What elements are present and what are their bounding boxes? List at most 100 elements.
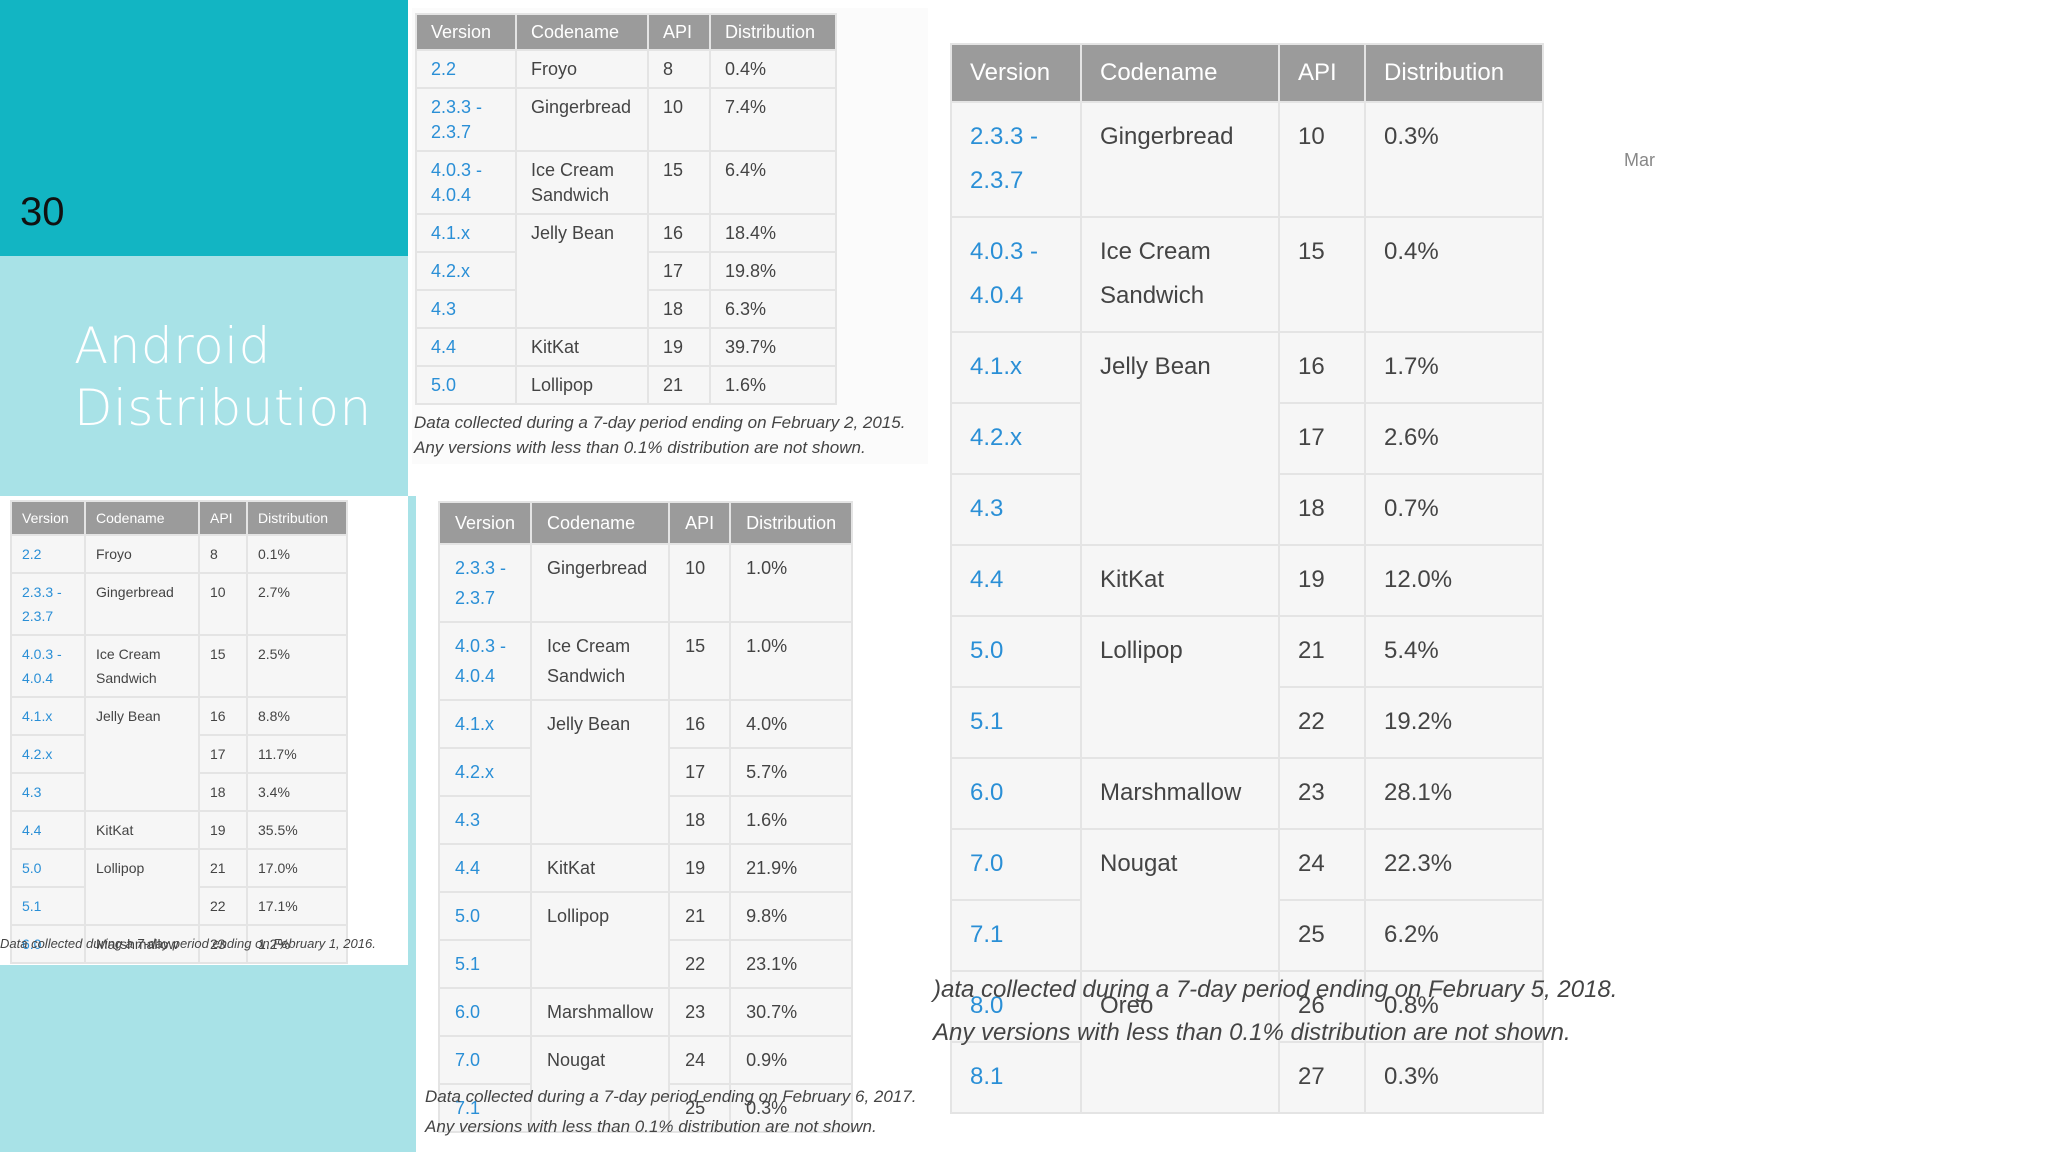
version-link[interactable]: 2.3.3 - 2.3.7 [415,87,517,152]
distribution: 5.4% [1364,615,1544,688]
api-level: 23 [1278,757,1366,830]
codename: Ice Cream Sandwich [1080,216,1280,333]
table-header-row: Version Codename API Distribution [950,43,1544,103]
caption-line: Any versions with less than 0.1% distrib… [414,438,866,457]
version-link[interactable]: 7.0 [437,1035,533,1085]
table-row: 4.2.x 17 2.6% [950,402,1544,475]
version-link[interactable]: 5.0 [415,365,517,405]
version-link[interactable]: 2.2 [10,534,86,574]
header-api: API [198,500,248,536]
distribution: 35.5% [246,810,348,850]
version-link[interactable]: 5.0 [950,615,1082,688]
version-link[interactable]: 4.0.3 - 4.0.4 [415,150,517,215]
version-link[interactable]: 4.4 [437,843,533,893]
api-level: 15 [647,150,711,215]
distribution: 1.0% [729,543,854,623]
table-row: 7.0 Nougat 24 22.3% [950,828,1544,972]
distribution: 18.4% [709,213,837,253]
version-link[interactable]: 4.0.3 - 4.0.4 [10,634,86,698]
api-level: 15 [668,621,732,701]
codename: Jelly Bean [84,696,200,812]
codename: Froyo [515,49,649,89]
table-row: 8.0 Oreo 26 0.8% [950,970,1544,1114]
header-codename: Codename [1080,43,1280,103]
header-version: Version [950,43,1082,103]
version-link[interactable]: 5.1 [10,886,86,926]
version-link[interactable]: 8.1 [950,1041,1082,1114]
header-version: Version [437,501,533,545]
divider-strip [408,496,416,1152]
version-link[interactable]: 4.4 [950,544,1082,617]
distribution: 6.4% [709,150,837,215]
version-link[interactable]: 4.0.3 - 4.0.4 [950,216,1082,333]
version-link[interactable]: 4.2.x [10,734,86,774]
distribution: 0.1% [246,534,348,574]
version-link[interactable]: 6.0 [10,924,86,964]
version-link[interactable]: 7.0 [950,828,1082,901]
version-link[interactable]: 7.1 [950,899,1082,972]
table-row: 2.2 Froyo 8 0.4% [415,49,837,89]
version-link[interactable]: 4.1.x [437,699,533,749]
api-level: 19 [1278,544,1366,617]
api-level: 17 [1278,402,1366,475]
caption-line: Data collected during a 7-day period end… [414,413,906,432]
version-link[interactable]: 5.0 [10,848,86,888]
version-link[interactable]: 7.1 [437,1083,533,1133]
version-link[interactable]: 4.2.x [950,402,1082,475]
distribution: 2.7% [246,572,348,636]
version-link[interactable]: 6.0 [437,987,533,1037]
version-link[interactable]: 4.1.x [10,696,86,736]
version-link[interactable]: 2.3.3 - 2.3.7 [10,572,86,636]
header-distribution: Distribution [1364,43,1544,103]
table-row: 4.2.x 17 11.7% [10,734,348,774]
version-link[interactable]: 4.1.x [950,331,1082,404]
caption-line: )ata collected during a 7-day period end… [933,976,1618,1003]
distribution: 0.3% [729,1083,854,1133]
title-band [0,256,408,496]
version-link[interactable]: 4.3 [437,795,533,845]
version-link[interactable]: 4.3 [10,772,86,812]
codename: Jelly Bean [515,213,649,329]
codename: Gingerbread [530,543,671,623]
version-link[interactable]: 2.3.3 - 2.3.7 [437,543,533,623]
distribution: 22.3% [1364,828,1544,901]
version-link[interactable]: 8.0 [950,970,1082,1043]
distribution: 6.3% [709,289,837,329]
version-link[interactable]: 4.4 [415,327,517,367]
table-row: 5.1 22 17.1% [10,886,348,926]
distribution: 8.8% [246,696,348,736]
version-link[interactable]: 4.3 [415,289,517,329]
distribution: 1.6% [729,795,854,845]
table-row: 4.1.x Jelly Bean 16 8.8% [10,696,348,812]
distribution: 0.8% [1364,970,1544,1043]
version-link[interactable]: 4.2.x [415,251,517,291]
version-link[interactable]: 4.4 [10,810,86,850]
version-link[interactable]: 5.1 [950,686,1082,759]
table-row: 5.0 Lollipop 21 1.6% [415,365,837,405]
codename: Nougat [530,1035,671,1133]
api-level: 10 [198,572,248,636]
version-link[interactable]: 4.2.x [437,747,533,797]
codename: Lollipop [84,848,200,926]
api-level: 22 [198,886,248,926]
distribution: 1.0% [729,621,854,701]
distribution: 2.5% [246,634,348,698]
slide-title-line-2: Distribution [74,379,372,437]
api-level: 10 [647,87,711,152]
version-link[interactable]: 2.2 [415,49,517,89]
table-row: 4.3 18 0.7% [950,473,1544,546]
api-level: 16 [647,213,711,253]
version-link[interactable]: 4.3 [950,473,1082,546]
distribution: 30.7% [729,987,854,1037]
api-level: 17 [198,734,248,774]
version-link[interactable]: 2.3.3 - 2.3.7 [950,101,1082,218]
version-link[interactable]: 4.0.3 - 4.0.4 [437,621,533,701]
table-row: 6.0 Marshmallow 23 28.1% [950,757,1544,830]
version-link[interactable]: 5.1 [437,939,533,989]
version-link[interactable]: 6.0 [950,757,1082,830]
header-codename: Codename [515,13,649,51]
codename: KitKat [1080,544,1280,617]
table-row: 4.4 KitKat 19 12.0% [950,544,1544,617]
version-link[interactable]: 4.1.x [415,213,517,253]
version-link[interactable]: 5.0 [437,891,533,941]
